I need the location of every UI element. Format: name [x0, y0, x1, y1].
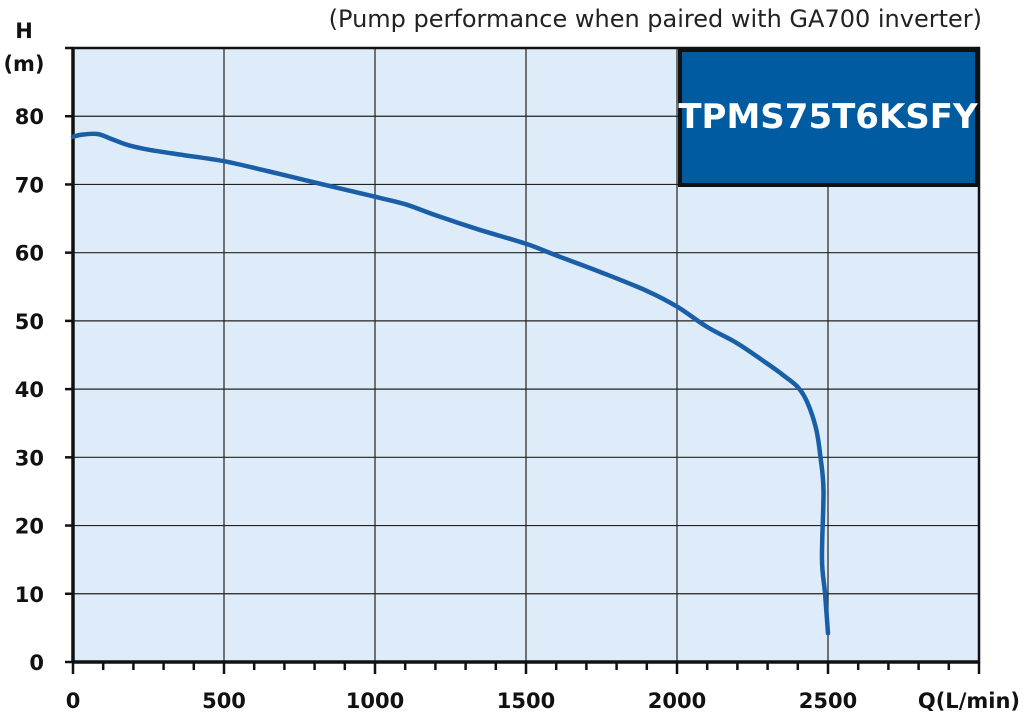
x-tick-labels: 0 500 1000 1500 2000 2500 [66, 689, 858, 713]
series-line [70, 131, 831, 636]
x-minor-ticks [65, 46, 981, 674]
y-tick-label: 20 [15, 515, 44, 539]
model-label-box [678, 48, 979, 187]
y-tick-label: 70 [15, 173, 44, 197]
x-tick-label: 1500 [497, 689, 555, 713]
y-tick-label: 80 [15, 105, 44, 129]
chart-subtitle: (Pump performance when paired with GA700… [329, 5, 982, 33]
y-tick-label: 60 [15, 242, 44, 266]
axes [71, 46, 981, 664]
x-tick-label: 2000 [648, 689, 706, 713]
y-tick-label: 50 [15, 310, 44, 334]
y-tick-label: 10 [15, 583, 44, 607]
grid-lines [73, 48, 979, 662]
y-tick-labels: 0 10 20 30 40 50 60 70 80 [15, 105, 44, 675]
y-axis-label-unit: (m) [3, 52, 44, 76]
x-tick-label: 1000 [346, 689, 404, 713]
y-tick-label: 0 [29, 651, 44, 675]
model-label: TPMS75T6KSFY [678, 97, 978, 137]
y-axis-label-symbol: H [15, 19, 33, 43]
x-tick-label: 500 [202, 689, 246, 713]
y-tick-label: 40 [15, 378, 44, 402]
x-tick-label: 0 [66, 689, 81, 713]
y-tick-label: 30 [15, 446, 44, 470]
x-tick-label: 2500 [799, 689, 857, 713]
x-axis-label: Q(L/min) [918, 689, 1020, 713]
